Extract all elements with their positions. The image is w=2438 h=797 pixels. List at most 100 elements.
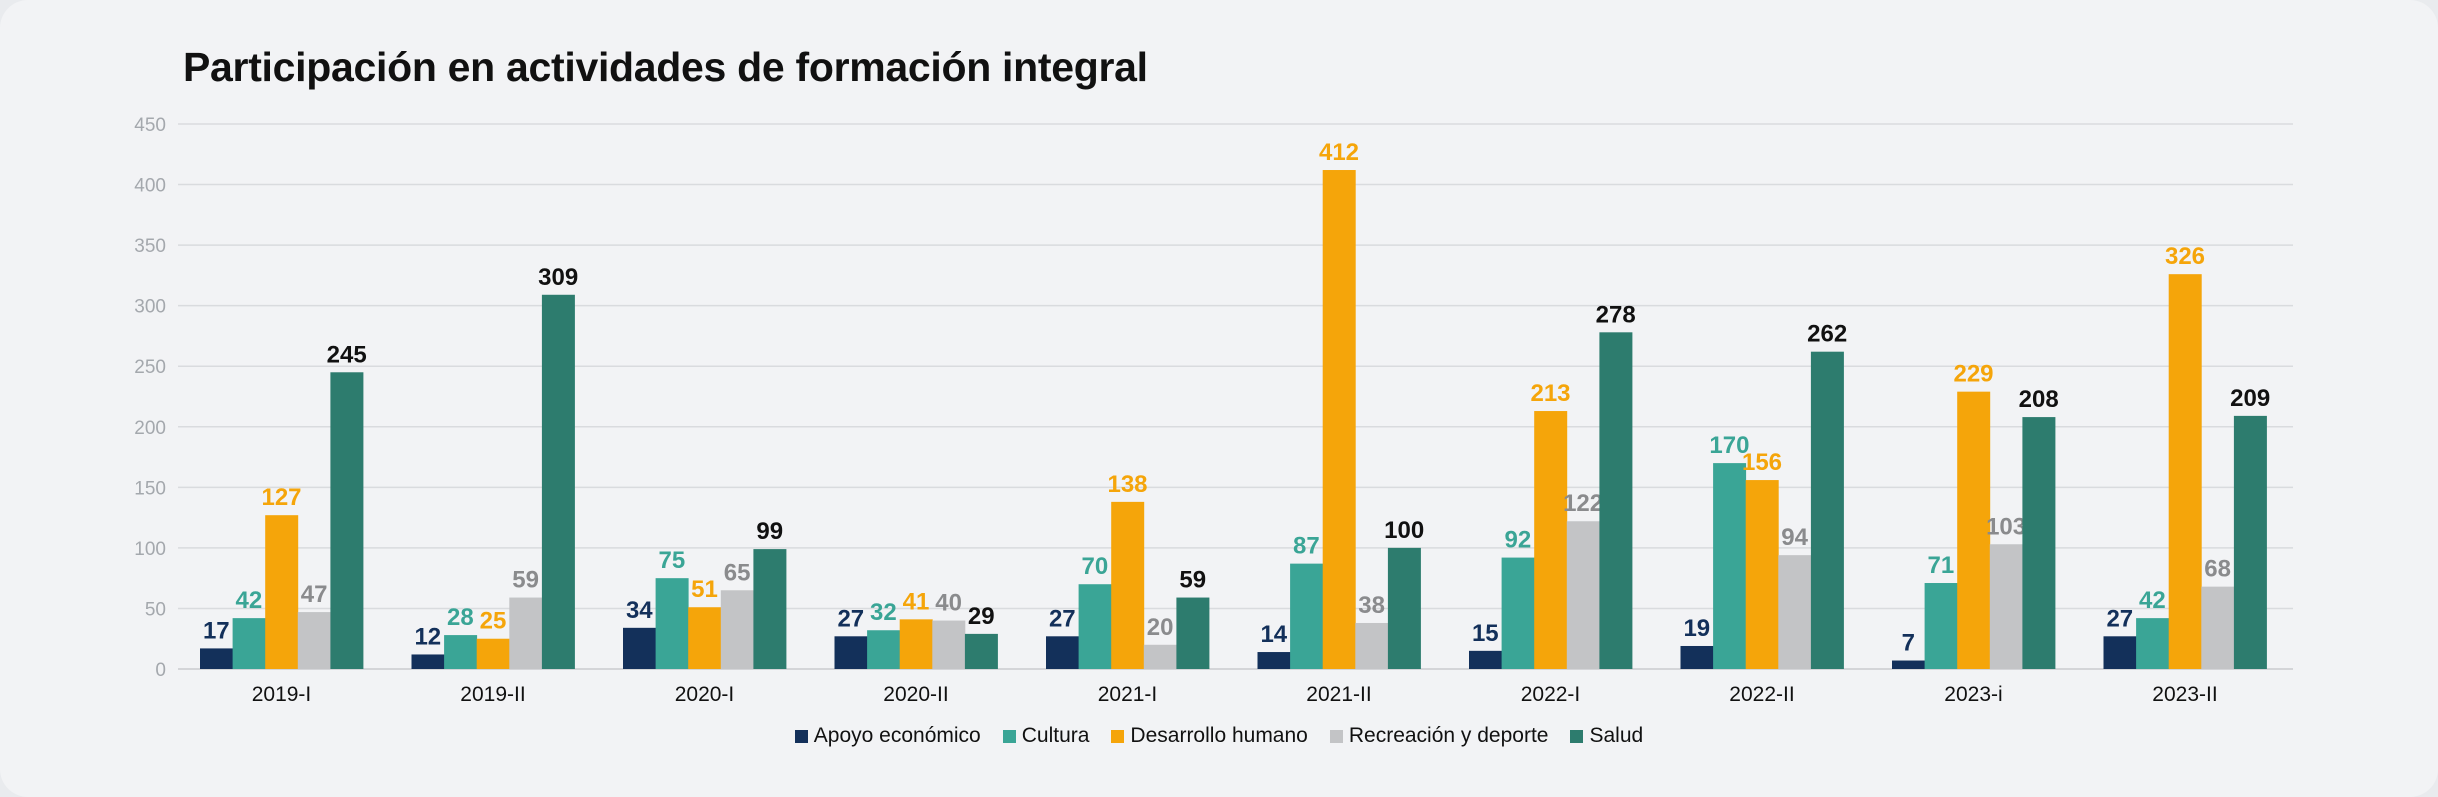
- data-label: 65: [724, 559, 751, 586]
- bar: [1566, 521, 1600, 669]
- bar: [1046, 636, 1079, 669]
- x-tick-label: 2019-II: [460, 683, 525, 706]
- bar: [1957, 391, 1991, 669]
- data-label: 59: [1179, 567, 1206, 594]
- bar: [476, 638, 510, 669]
- y-tick-label: 50: [145, 599, 166, 620]
- data-label: 42: [2139, 587, 2166, 614]
- data-label: 326: [2165, 243, 2205, 270]
- bar: [232, 618, 266, 669]
- bar: [834, 636, 868, 669]
- bar: [688, 607, 722, 669]
- data-label: 28: [447, 604, 474, 631]
- x-tick-label: 2019-I: [252, 683, 312, 706]
- bar: [1322, 170, 1356, 669]
- legend-swatch: [1570, 729, 1584, 743]
- data-label: 100: [1384, 517, 1424, 544]
- x-tick-label: 2021-I: [1098, 683, 1158, 706]
- bar: [1257, 652, 1291, 669]
- data-label: 122: [1563, 490, 1603, 517]
- data-label: 71: [1928, 552, 1955, 579]
- bar: [1290, 563, 1324, 669]
- bar: [1501, 557, 1535, 669]
- bar: [2168, 274, 2202, 669]
- bar: [1599, 332, 1633, 669]
- data-label: 20: [1147, 614, 1174, 641]
- bar: [753, 549, 787, 669]
- data-label: 41: [903, 588, 930, 615]
- bar: [1469, 650, 1502, 669]
- y-tick-label: 200: [134, 418, 166, 439]
- data-label: 17: [203, 617, 230, 644]
- data-label: 27: [837, 605, 864, 632]
- chart-legend: Apoyo económico Cultura Desarrollo humano R…: [0, 724, 2438, 748]
- bar: [444, 635, 478, 669]
- data-label: 7: [1902, 630, 1915, 657]
- x-tick-label: 2022-I: [1521, 683, 1581, 706]
- legend-swatch: [1111, 729, 1125, 743]
- x-tick-label: 2023-i: [1944, 683, 2002, 706]
- bar: [2022, 417, 2056, 669]
- legend-swatch: [794, 729, 808, 743]
- legend-item: Salud: [1570, 724, 1643, 748]
- data-label: 59: [512, 567, 539, 594]
- bar: [1355, 622, 1389, 669]
- bar: [623, 627, 656, 669]
- legend-label: Desarrollo humano: [1130, 724, 1308, 747]
- data-label: 412: [1319, 139, 1359, 166]
- bar: [1989, 544, 2023, 669]
- bar: [1680, 645, 1714, 669]
- y-tick-label: 150: [134, 478, 166, 499]
- legend-item: Desarrollo humano: [1111, 724, 1308, 748]
- bar: [2136, 618, 2170, 669]
- data-label: 213: [1530, 380, 1570, 407]
- x-tick-label: 2020-II: [883, 683, 948, 706]
- data-label: 12: [414, 623, 441, 650]
- bar: [541, 294, 575, 669]
- y-tick-label: 0: [155, 660, 166, 681]
- bar: [964, 633, 998, 669]
- bar: [655, 578, 689, 669]
- data-label: 92: [1505, 527, 1532, 554]
- data-label: 87: [1293, 533, 1320, 560]
- bar: [1387, 547, 1421, 669]
- data-label: 99: [756, 518, 783, 545]
- bar: [1810, 351, 1844, 669]
- bar: [1924, 583, 1958, 669]
- bar: [899, 619, 933, 669]
- data-label: 25: [480, 608, 507, 635]
- data-label: 27: [2106, 605, 2133, 632]
- data-label: 70: [1082, 553, 1109, 580]
- data-label: 170: [1709, 432, 1749, 459]
- data-label: 278: [1596, 301, 1636, 328]
- data-label: 47: [301, 581, 328, 608]
- legend-label: Cultura: [1021, 724, 1090, 747]
- data-label: 42: [236, 587, 263, 614]
- bar: [1778, 555, 1812, 669]
- data-label: 94: [1781, 524, 1808, 551]
- data-label: 309: [538, 264, 578, 291]
- data-label: 68: [2204, 556, 2231, 583]
- y-tick-label: 100: [134, 539, 166, 560]
- data-label: 262: [1807, 321, 1847, 348]
- data-label: 208: [2019, 386, 2059, 413]
- bar: [2233, 415, 2267, 669]
- chart-title: Participación en actividades de formació…: [183, 44, 1148, 90]
- legend-swatch: [1002, 729, 1016, 743]
- data-label: 19: [1683, 615, 1710, 642]
- data-label: 127: [261, 484, 301, 511]
- bar: [1143, 644, 1177, 669]
- y-tick-label: 400: [134, 176, 166, 197]
- bar: [1745, 480, 1779, 669]
- data-label: 103: [1986, 513, 2026, 540]
- bar: [509, 597, 543, 669]
- data-label: 34: [626, 597, 653, 624]
- x-tick-label: 2020-I: [675, 683, 735, 706]
- data-label: 51: [691, 576, 718, 603]
- legend-label: Recreación y deporte: [1348, 724, 1549, 747]
- data-label: 29: [968, 603, 995, 630]
- data-label: 245: [327, 341, 367, 368]
- data-label: 38: [1358, 592, 1385, 619]
